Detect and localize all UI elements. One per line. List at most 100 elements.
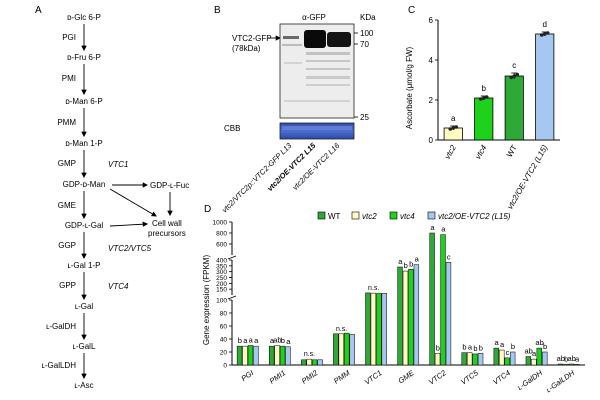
kda-label: KDa bbox=[360, 13, 376, 22]
d-sig-letter: b bbox=[462, 343, 466, 352]
d-category-label: PMM bbox=[332, 368, 352, 386]
d-sig-letter: a bbox=[441, 225, 446, 234]
panel-letter-d: D bbox=[204, 204, 211, 215]
c-ylabel: Ascorbate (μmol/g FW) bbox=[405, 46, 414, 129]
d-sig-letter: ab bbox=[557, 354, 565, 363]
d-ytick-label: 300 bbox=[216, 269, 227, 276]
gene-label-vtc1: VTC1 bbox=[108, 160, 128, 169]
d-bar bbox=[445, 262, 452, 366]
enzyme-label: GGP bbox=[58, 241, 76, 250]
d-sig-letter: b bbox=[511, 342, 515, 351]
d-ytick-label: 150 bbox=[216, 287, 227, 294]
band-lane-2 bbox=[304, 30, 326, 48]
d-bar bbox=[563, 364, 569, 366]
c-ytick-label: 6 bbox=[429, 16, 434, 25]
d-bar bbox=[365, 292, 371, 366]
marker-100: 100 bbox=[360, 29, 374, 38]
d-ytick-label: 250 bbox=[216, 275, 227, 282]
blot-background-bands bbox=[282, 44, 350, 102]
marker-70: 70 bbox=[360, 40, 369, 49]
d-sig-letter: b bbox=[436, 343, 440, 352]
d-bar bbox=[536, 347, 542, 366]
d-ytick-label: 400 bbox=[216, 258, 227, 265]
c-sig-letter: b bbox=[482, 84, 487, 93]
cbb-label: CBB bbox=[224, 124, 240, 133]
pathway-node: ᴅ-Glc 6-P bbox=[67, 13, 101, 22]
d-legend-swatch bbox=[317, 211, 326, 220]
d-bar bbox=[274, 345, 280, 366]
d-sig-letter: a bbox=[286, 337, 291, 346]
d-ytick-label: 800 bbox=[216, 231, 227, 238]
pathway-node: ʟ-Gal bbox=[75, 302, 94, 311]
d-bar bbox=[472, 353, 478, 366]
d-bar bbox=[376, 293, 382, 366]
d-bar bbox=[434, 353, 441, 366]
d-category-label: ʟ-GalDH bbox=[516, 368, 545, 392]
d-bar bbox=[301, 359, 307, 366]
d-bar bbox=[402, 270, 409, 366]
c-bar bbox=[504, 75, 524, 141]
band-lane-1 bbox=[283, 36, 299, 39]
d-ytick-label: 1000 bbox=[213, 220, 228, 227]
d-bar bbox=[285, 346, 291, 366]
d-sig-letter: ab bbox=[525, 347, 533, 356]
d-sig-letter: b bbox=[409, 259, 413, 268]
d-ytick-label: 60 bbox=[220, 324, 228, 331]
d-sig-letter: a bbox=[575, 354, 580, 363]
d-bar bbox=[525, 356, 532, 366]
d-sig-letter: b bbox=[404, 261, 408, 270]
d-ylabel: Gene expression (FPKM) bbox=[202, 255, 211, 346]
panel-d-expression-chart: D WT vtc2 vtc4 vtc2/OE-VTC2 (L15) Gene expr… bbox=[202, 204, 585, 394]
c-point bbox=[515, 72, 520, 77]
d-bar bbox=[317, 359, 323, 366]
d-sig-letter: a bbox=[270, 336, 275, 345]
c-point bbox=[448, 127, 453, 131]
d-bar bbox=[247, 345, 254, 366]
d-sig-letter: b bbox=[543, 342, 547, 351]
arrow-man-to-cellwall bbox=[109, 188, 157, 217]
d-bar bbox=[408, 269, 414, 366]
d-ytick-label: 80 bbox=[220, 311, 228, 318]
d-bar bbox=[370, 292, 377, 366]
c-category-label: WT bbox=[505, 143, 519, 158]
d-bar bbox=[253, 345, 259, 366]
enzyme-label: GME bbox=[58, 201, 76, 210]
enzyme-label: PMI bbox=[62, 74, 76, 83]
d-bar bbox=[429, 232, 435, 366]
d-ytick-label: 40 bbox=[220, 337, 228, 344]
d-bar bbox=[557, 363, 564, 366]
c-ytick-label: 4 bbox=[429, 56, 434, 65]
d-sig-letter: n.s. bbox=[336, 326, 347, 333]
d-bar bbox=[344, 332, 350, 366]
c-point bbox=[512, 74, 517, 78]
d-legend-label: vtc2 bbox=[362, 212, 377, 221]
d-bar bbox=[440, 234, 446, 366]
d-sig-letter: b bbox=[473, 344, 477, 353]
d-bar bbox=[333, 333, 339, 366]
cbb-stain bbox=[279, 122, 355, 140]
c-ytick-label: 0 bbox=[429, 136, 434, 145]
c-bar bbox=[474, 97, 494, 141]
arrow-gal-to-cellwall bbox=[109, 221, 149, 227]
d-bar bbox=[504, 357, 510, 366]
d-bar bbox=[477, 353, 484, 366]
d-sig-letter: ab bbox=[568, 354, 576, 363]
d-axis-break bbox=[227, 295, 237, 300]
band-label-1: VTC2-GFP bbox=[232, 34, 272, 43]
d-bar bbox=[542, 351, 548, 366]
d-sig-letter: c bbox=[447, 252, 451, 261]
pathway-node: ᴅ-Fru 6-P bbox=[67, 53, 101, 62]
c-point bbox=[454, 125, 459, 129]
d-sig-letter: b bbox=[564, 354, 568, 363]
d-ytick-label: 100 bbox=[216, 298, 227, 305]
d-sig-letter: b bbox=[238, 336, 242, 345]
d-category-label: VTC2 bbox=[427, 368, 449, 387]
gene-label-vtc4: VTC4 bbox=[108, 282, 129, 291]
d-sig-letter: a bbox=[254, 336, 259, 345]
band-lane-3 bbox=[327, 32, 351, 47]
c-bar bbox=[535, 33, 555, 141]
pathway-node: ᴅ-Man 6-P bbox=[65, 97, 102, 106]
d-category-label: PMI2 bbox=[300, 368, 320, 386]
d-sig-letter: b bbox=[479, 343, 483, 352]
